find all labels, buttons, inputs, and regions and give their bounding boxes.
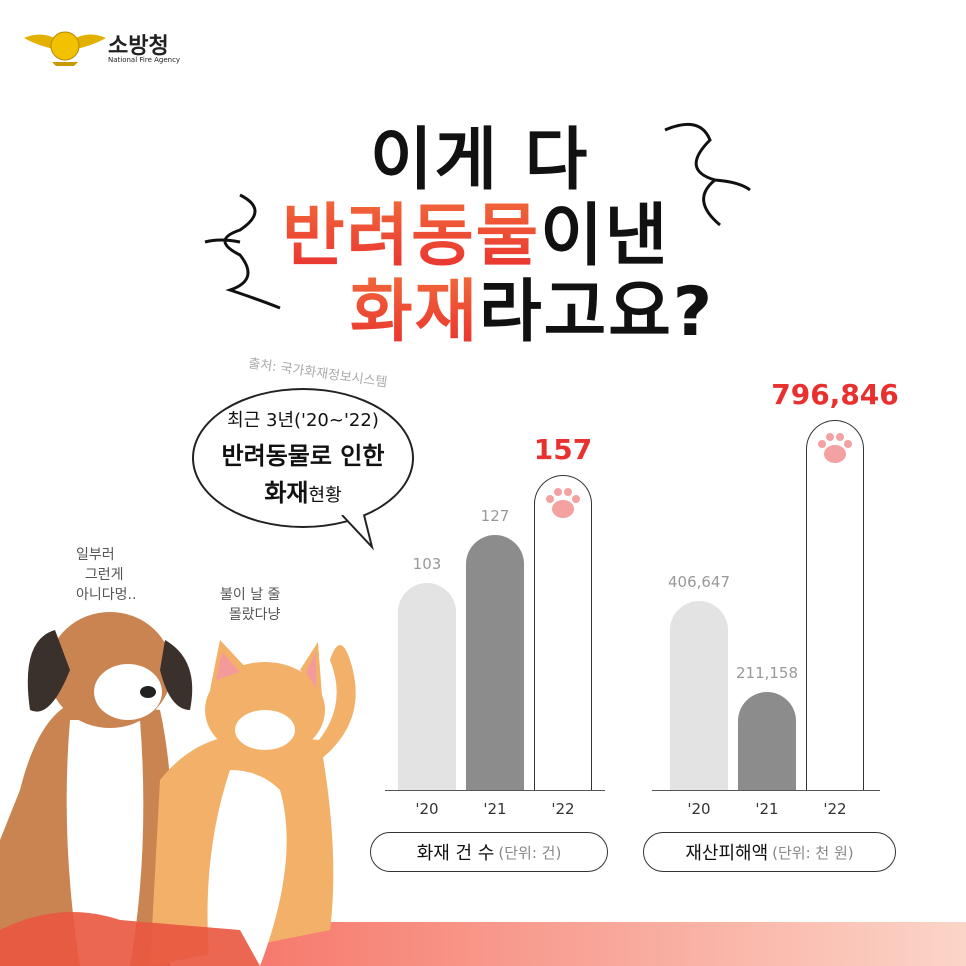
logo-subtitle: National Fire Agency (108, 56, 181, 64)
headline-line3: 화재라고요? (350, 256, 714, 355)
bar-1-0 (670, 601, 728, 790)
x-axis-line (652, 790, 880, 791)
bubble-tail (341, 515, 374, 551)
chart-label: 화재 건 수 (416, 843, 495, 864)
bubble-line1: 최근 3년('20~'22) (227, 410, 379, 431)
x-tick-label: '20 (687, 800, 711, 818)
value-label: 127 (480, 507, 510, 526)
x-tick-label: '21 (483, 800, 507, 818)
value-label: 796,846 (771, 378, 899, 411)
bar-0-0 (398, 583, 456, 790)
chart-unit: (단위: 천 원) (772, 843, 854, 862)
headline-line2: 반려동물이낸 (282, 180, 669, 279)
headline-fire: 화재 (350, 273, 480, 352)
source-note: 출처: 국가화재정보시스템 (247, 356, 389, 391)
x-tick-label: '20 (415, 800, 439, 818)
headline-line1: 이게 다 (370, 121, 590, 200)
x-tick-label: '21 (755, 800, 779, 818)
paw-icon (534, 485, 592, 530)
bar-1-2 (806, 420, 864, 790)
x-axis-line (385, 790, 605, 791)
bar-1-1 (738, 691, 796, 790)
bar-0-1 (466, 535, 524, 790)
value-label: 103 (412, 555, 442, 574)
logo-name: 소방청 (108, 34, 169, 59)
chart-label-pill: 화재 건 수 (단위: 건) (370, 832, 608, 872)
cat-speech: 불이 날 줄 몰랐다냥 (220, 587, 281, 623)
floor-band (240, 922, 966, 966)
dog-speech: 일부러 그런게 아니다멍.. (76, 547, 137, 603)
headline-pets: 반려동물 (282, 197, 541, 276)
squiggle-decoration-left (204, 193, 281, 310)
chart-unit: (단위: 건) (498, 843, 562, 862)
fire-agency-emblem-icon (24, 31, 106, 66)
value-label: 406,647 (667, 573, 731, 592)
squiggle-decoration-right (664, 122, 751, 227)
paw-icon (806, 430, 864, 475)
value-label: 157 (533, 433, 593, 466)
value-label: 211,158 (735, 663, 799, 682)
bar-0-2 (534, 475, 592, 790)
x-tick-label: '22 (823, 800, 847, 818)
bubble-line2: 반려동물로 인한 (221, 442, 385, 470)
headline-text: 이낸 (540, 197, 670, 276)
bubble-status: 현황 (308, 485, 342, 506)
x-tick-label: '22 (551, 800, 575, 818)
chart-label: 재산피해액 (685, 843, 769, 864)
dog-and-cat-illustration (0, 612, 356, 966)
chart-label-pill: 재산피해액 (단위: 천 원) (643, 832, 896, 872)
bubble-fire: 화재 (264, 479, 309, 507)
headline-text: 라고요? (479, 273, 715, 352)
speech-bubble: 최근 3년('20~'22) 반려동물로 인한 화재현황 (192, 388, 414, 528)
